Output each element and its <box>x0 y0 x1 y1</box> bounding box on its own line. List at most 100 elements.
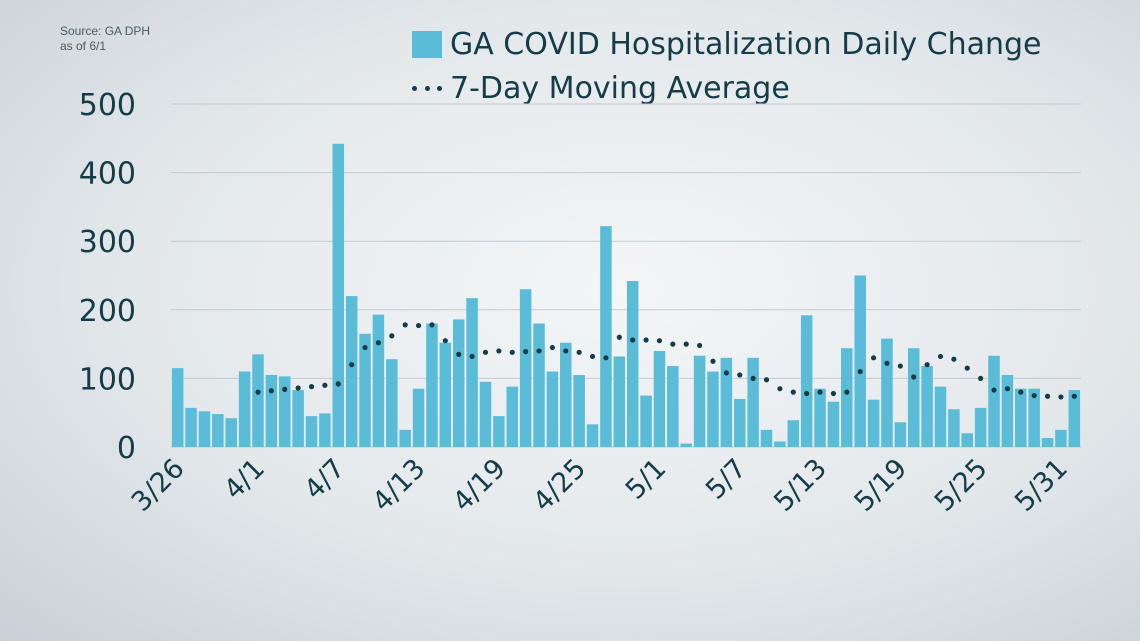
source-line-1: Source: GA DPH <box>60 24 151 38</box>
bar <box>680 443 692 447</box>
moving-average-point <box>924 362 930 368</box>
legend-dotted-line-swatch <box>412 85 442 91</box>
x-axis: 3/26 4/1 4/7 4/13 4/19 4/25 5/1 5/7 5/13 5/19 5/25… <box>126 453 1074 518</box>
legend-bars-label: GA COVID Hospitalization Daily Change <box>450 26 1042 62</box>
bar <box>1041 438 1054 447</box>
bar <box>707 371 719 447</box>
bar <box>238 371 251 447</box>
moving-average-point <box>670 341 676 347</box>
moving-average-point <box>951 356 957 362</box>
bar <box>827 401 840 447</box>
moving-average-point <box>777 386 783 392</box>
moving-average-point <box>737 372 743 378</box>
bars <box>171 143 1081 447</box>
x-tick-label: 4/19 <box>447 453 512 518</box>
bar <box>841 348 853 447</box>
bar <box>1028 388 1040 447</box>
moving-average-point <box>964 365 970 371</box>
bar <box>1015 388 1027 447</box>
moving-average-point <box>1044 393 1051 399</box>
bar <box>412 388 425 447</box>
bar <box>934 386 947 447</box>
moving-average-point <box>295 385 301 391</box>
legend-item-line: 7-Day Moving Average <box>412 66 1042 110</box>
bar <box>974 407 987 447</box>
moving-average-point <box>937 353 944 360</box>
bar <box>586 424 599 447</box>
moving-average-point <box>884 360 890 366</box>
bar <box>774 441 786 447</box>
moving-average-point <box>389 333 395 339</box>
moving-average-point <box>523 349 529 355</box>
bar <box>185 407 197 447</box>
moving-average-point <box>697 342 703 349</box>
bar <box>212 414 224 447</box>
moving-average-point <box>509 349 515 355</box>
y-axis: 0 100 200 300 400 500 <box>79 88 136 466</box>
moving-average-point <box>536 348 542 354</box>
y-tick-label: 400 <box>79 157 136 192</box>
bar <box>787 420 800 447</box>
moving-average-point <box>469 353 475 360</box>
bar <box>332 143 345 447</box>
x-tick-label: 4/7 <box>299 453 352 506</box>
moving-average-point <box>589 353 596 360</box>
moving-average-point <box>322 382 328 388</box>
bar <box>386 359 398 447</box>
bar <box>493 416 505 447</box>
moving-average-point <box>349 362 355 368</box>
moving-average-point <box>1004 386 1010 392</box>
source-line-2: as of 6/1 <box>60 39 107 53</box>
moving-average-point <box>255 389 261 395</box>
bar <box>292 390 304 447</box>
bar <box>921 366 933 447</box>
chart-legend: GA COVID Hospitalization Daily Change 7-… <box>412 22 1042 110</box>
moving-average-point <box>576 349 582 355</box>
moving-average-point <box>375 340 382 346</box>
y-tick-label: 500 <box>79 88 136 123</box>
moving-average-point <box>282 386 288 392</box>
bar <box>426 323 438 447</box>
bar <box>733 398 746 447</box>
moving-average-point <box>991 387 997 393</box>
moving-average-point <box>723 370 729 376</box>
bar <box>573 374 585 447</box>
moving-average-point <box>1058 394 1064 400</box>
moving-average-point <box>710 358 716 364</box>
moving-average-point <box>683 341 689 347</box>
moving-average-point <box>830 390 837 397</box>
bar <box>626 280 639 447</box>
bar <box>319 413 331 447</box>
bar <box>278 376 291 447</box>
legend-line-label: 7-Day Moving Average <box>450 70 790 106</box>
moving-average-point <box>563 348 569 354</box>
moving-average-point <box>456 351 462 357</box>
x-tick-label: 4/25 <box>527 453 592 518</box>
moving-average-point <box>402 322 408 328</box>
bar <box>1001 374 1014 447</box>
x-tick-label: 5/31 <box>1009 453 1074 518</box>
moving-average-point <box>656 338 663 344</box>
bar <box>667 366 679 447</box>
y-tick-label: 0 <box>117 431 136 466</box>
moving-average-point <box>790 389 796 395</box>
bar <box>693 355 706 447</box>
bar <box>506 386 519 447</box>
y-tick-label: 200 <box>79 294 136 329</box>
x-tick-label: 4/1 <box>218 453 271 506</box>
moving-average-point <box>362 344 368 351</box>
x-tick-label: 5/13 <box>768 453 833 518</box>
y-tick-label: 100 <box>79 362 136 397</box>
bar <box>560 342 572 447</box>
moving-average-point <box>268 388 274 394</box>
bar <box>747 357 759 447</box>
moving-average-point <box>817 389 823 395</box>
x-tick-label: 4/13 <box>367 453 432 518</box>
bar <box>265 374 278 447</box>
bar <box>760 429 773 447</box>
moving-average-point <box>750 375 756 381</box>
bar <box>800 315 813 447</box>
bar <box>305 416 318 447</box>
bar <box>171 368 184 447</box>
